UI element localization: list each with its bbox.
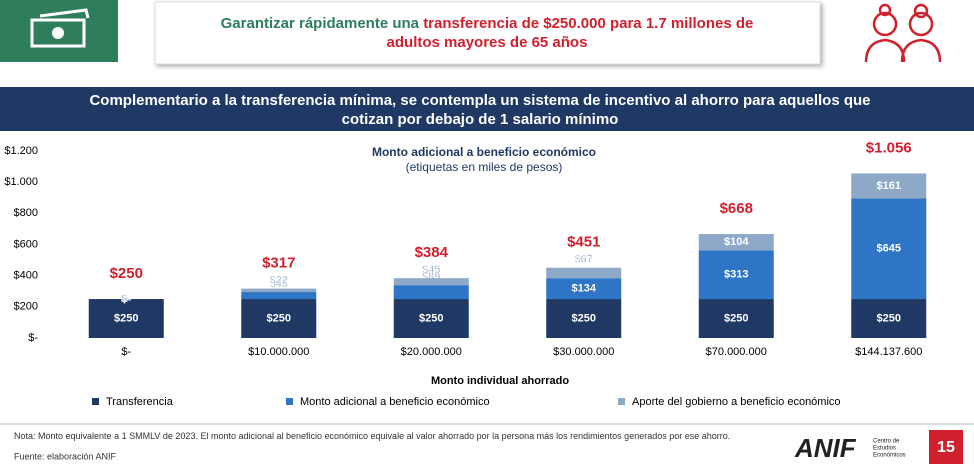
banner-text: cotizan por debajo de 1 salario mínimo (342, 111, 619, 128)
x-tick-label: $- (121, 346, 131, 358)
bar-segment (546, 267, 622, 279)
title: adultos mayores de 65 años (387, 34, 588, 51)
value-label: $- (121, 293, 131, 305)
logo-sub: Estudios (873, 446, 896, 452)
value-label: $45 (422, 264, 440, 276)
bar-segment (241, 288, 317, 293)
bar-segment (393, 285, 469, 300)
banner (0, 87, 974, 131)
bar-segment (88, 299, 164, 338)
value-label: $67 (575, 254, 593, 266)
value-label: $250 (419, 312, 443, 324)
legend-label: Aporte del gobierno a beneficio económic… (632, 396, 841, 408)
value-label: $250 (877, 312, 901, 324)
y-tick-label: $400 (14, 270, 38, 282)
value-label: $250 (114, 312, 138, 324)
title-part: transferencia de $250.000 para 1.7 millo… (423, 15, 753, 32)
bar-segment (241, 299, 317, 338)
value-label: $313 (724, 269, 748, 281)
source: Fuente: elaboración ANIF (14, 451, 117, 461)
total-label: $317 (262, 255, 295, 272)
bar-segment (698, 250, 774, 300)
y-tick-label: $200 (14, 301, 38, 313)
total-label: $384 (415, 244, 449, 261)
x-tick-label: $20.000.000 (401, 346, 462, 358)
total-label: $668 (720, 200, 753, 217)
total-label: $1.056 (866, 139, 912, 156)
page-number: 15 (937, 439, 955, 456)
x-tick-label: $30.000.000 (553, 346, 614, 358)
value-label: $22 (270, 275, 288, 287)
logo-sub: Centro de (873, 439, 900, 445)
value-label: $250 (724, 312, 748, 324)
title-box (154, 1, 821, 65)
y-tick-label: $600 (14, 238, 38, 250)
y-tick-label: $1.200 (4, 145, 38, 157)
x-tick-label: $144.137.600 (855, 346, 922, 358)
bar-segment (851, 198, 927, 300)
total-label: $250 (110, 265, 143, 282)
value-label: $250 (572, 312, 596, 324)
legend-label: Transferencia (106, 396, 174, 408)
total-label: $451 (567, 234, 600, 251)
bar-segment (851, 299, 927, 338)
legend-swatch (92, 398, 99, 405)
bar-segment (393, 278, 469, 286)
y-tick-label: $1.000 (4, 176, 38, 188)
y-tick-label: $- (28, 332, 38, 344)
bar-segment (698, 299, 774, 338)
bar-segment (546, 299, 622, 338)
y-tick-label: $800 (14, 207, 38, 219)
money-icon (39, 8, 90, 19)
value-label: $134 (572, 283, 597, 295)
value-label: $161 (877, 180, 901, 192)
bar-segment (546, 278, 622, 300)
value-label: $45 (270, 278, 288, 290)
bar-segment (241, 292, 317, 300)
banner-text: Complementario a la transferencia mínima… (89, 92, 870, 109)
legend-label: Monto adicional a beneficio económico (300, 396, 490, 408)
elderly-icon (864, 3, 942, 63)
bar-segment (851, 173, 927, 199)
bar-segment (698, 234, 774, 251)
value-label: $250 (267, 312, 291, 324)
bar-segment (393, 299, 469, 338)
x-axis-label: Monto individual ahorrado (431, 375, 569, 387)
legend-swatch (618, 398, 625, 405)
chart-title: Monto adicional a beneficio económico (372, 145, 596, 159)
value-label: $104 (724, 236, 749, 248)
logo: ANIF (794, 433, 857, 463)
logo-sub: Económicos (873, 453, 906, 459)
note: Nota: Monto equivalente a 1 SMMLV de 202… (14, 431, 731, 441)
title: Garantizar rápidamente una transferencia… (221, 15, 754, 32)
x-tick-label: $70.000.000 (706, 346, 767, 358)
legend-swatch (286, 398, 293, 405)
value-label: $645 (877, 243, 901, 255)
money-icon (52, 27, 64, 39)
page-box (929, 430, 963, 464)
value-label: $- (121, 293, 131, 305)
x-tick-label: $10.000.000 (248, 346, 309, 358)
title-part: Garantizar rápidamente una (221, 15, 424, 32)
money-icon (30, 18, 86, 48)
chart-subtitle: (etiquetas en miles de pesos) (406, 160, 563, 174)
